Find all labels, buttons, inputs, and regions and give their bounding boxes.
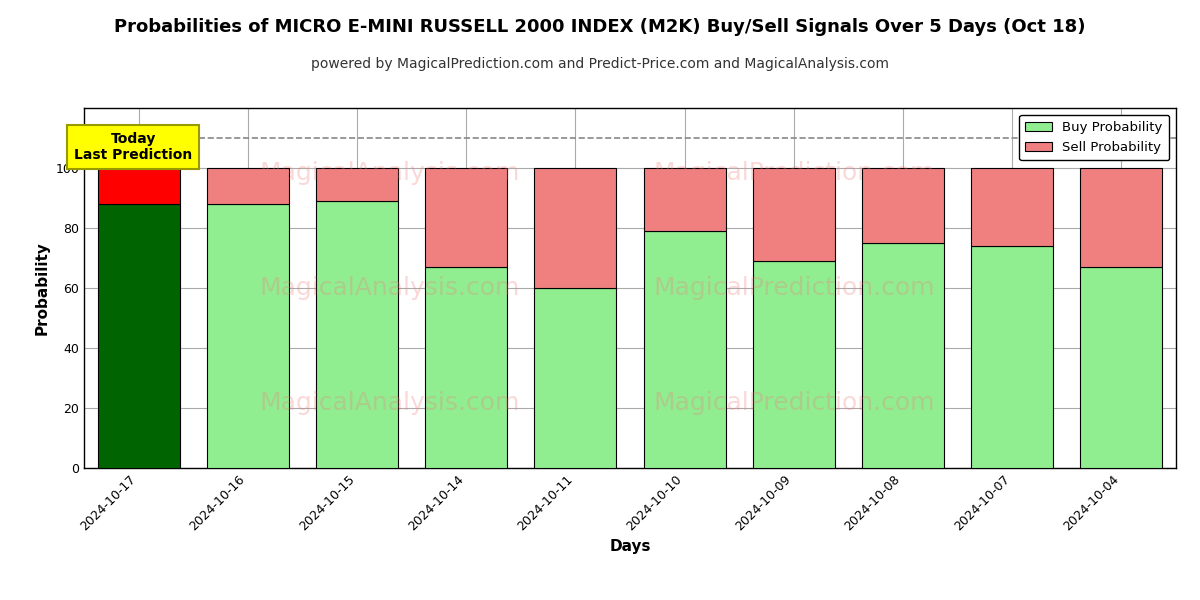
Bar [206, 168, 289, 204]
Bar [752, 261, 835, 468]
Bar [643, 231, 726, 468]
Text: MagicalPrediction.com: MagicalPrediction.com [653, 391, 935, 415]
Text: MagicalAnalysis.com: MagicalAnalysis.com [259, 391, 520, 415]
Bar [971, 168, 1054, 246]
Bar [862, 168, 944, 243]
Bar [425, 267, 508, 468]
Bar [534, 168, 617, 288]
Text: MagicalPrediction.com: MagicalPrediction.com [653, 276, 935, 300]
Bar [425, 168, 508, 267]
Bar [643, 168, 726, 231]
Bar [752, 168, 835, 261]
Bar [1080, 168, 1163, 267]
Y-axis label: Probability: Probability [35, 241, 49, 335]
Text: MagicalAnalysis.com: MagicalAnalysis.com [259, 161, 520, 185]
Text: Probabilities of MICRO E-MINI RUSSELL 2000 INDEX (M2K) Buy/Sell Signals Over 5 D: Probabilities of MICRO E-MINI RUSSELL 20… [114, 18, 1086, 36]
Text: MagicalAnalysis.com: MagicalAnalysis.com [259, 276, 520, 300]
Bar [1080, 267, 1163, 468]
Legend: Buy Probability, Sell Probability: Buy Probability, Sell Probability [1019, 115, 1170, 160]
Bar [316, 201, 398, 468]
Bar [971, 246, 1054, 468]
Bar [97, 204, 180, 468]
Bar [206, 204, 289, 468]
Text: MagicalPrediction.com: MagicalPrediction.com [653, 161, 935, 185]
Bar [534, 288, 617, 468]
Bar [862, 243, 944, 468]
Text: Today
Last Prediction: Today Last Prediction [74, 132, 192, 162]
X-axis label: Days: Days [610, 539, 650, 554]
Text: powered by MagicalPrediction.com and Predict-Price.com and MagicalAnalysis.com: powered by MagicalPrediction.com and Pre… [311, 57, 889, 71]
Bar [316, 168, 398, 201]
Bar [97, 168, 180, 204]
